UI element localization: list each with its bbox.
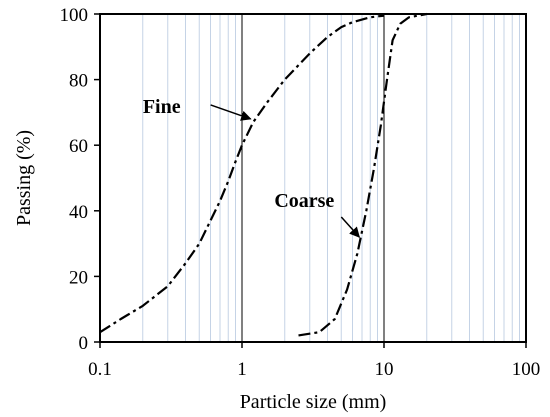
y-tick-label: 60 — [69, 136, 88, 157]
y-axis-title: Passing (%) — [13, 130, 35, 226]
y-tick-label: 80 — [69, 71, 88, 92]
y-tick-label: 40 — [69, 202, 88, 223]
tick-labels: 0 20 40 60 80 100 0.1 1 10 100 — [60, 5, 541, 380]
annotation-fine: Fine — [143, 96, 181, 118]
annotation-arrow — [210, 104, 252, 121]
x-tick-label: 1 — [237, 359, 247, 380]
gridlines — [142, 14, 521, 342]
series-layer — [99, 12, 427, 337]
y-tick-label: 0 — [79, 333, 89, 354]
plot-border — [99, 13, 527, 343]
y-tick-label: 100 — [60, 5, 89, 26]
plot-frame — [94, 13, 527, 348]
series-line-fine — [99, 14, 385, 334]
x-tick-label: 0.1 — [88, 359, 112, 380]
annotation-coarse: Coarse — [274, 190, 334, 212]
x-tick-label: 10 — [375, 359, 394, 380]
y-tick-label: 20 — [69, 267, 88, 288]
x-axis-title: Particle size (mm) — [240, 391, 387, 413]
series-line-coarse — [298, 12, 427, 337]
annotation-arrow — [340, 216, 361, 238]
x-tick-label: 100 — [512, 359, 541, 380]
annotations: Fine Coarse — [143, 96, 361, 238]
